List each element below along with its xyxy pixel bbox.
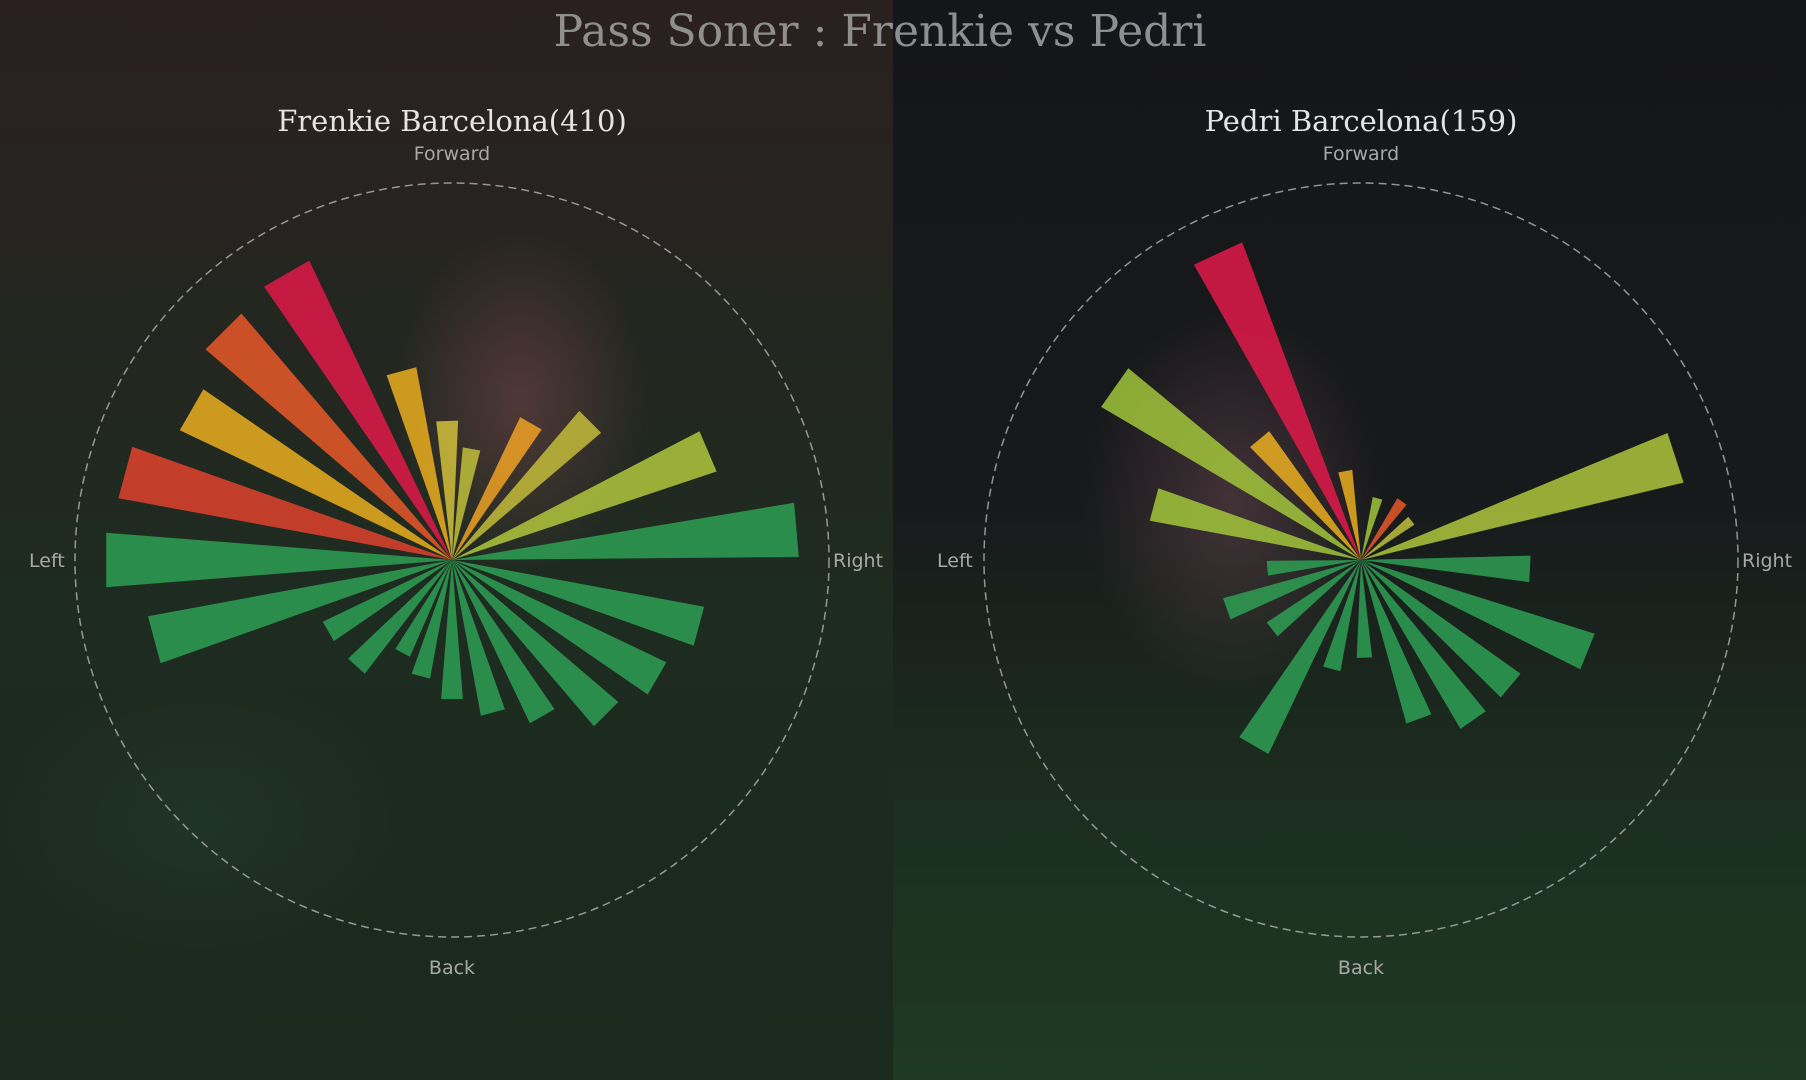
sonar-sector [1361,497,1383,560]
sonar-sector [1323,560,1361,672]
label-right: Right [1742,550,1792,572]
player-photo-right [893,0,1806,1080]
sonar-sector [411,560,452,679]
sonar-sector [452,560,619,727]
sonar-sector [436,420,459,560]
sonar-sector [441,560,463,700]
sonar-sector [452,431,717,560]
label-forward: Forward [414,143,490,165]
sonar-panel-frenkie: Frenkie Barcelona(410) Forward Back Left… [29,104,883,979]
label-forward: Forward [1323,143,1399,165]
label-left: Left [937,550,973,572]
sonar-panel-pedri: Pedri Barcelona(159) Forward Back Left R… [937,104,1792,979]
sonar-sector [1101,368,1361,560]
sonar-sector [452,417,542,560]
label-right: Right [833,550,883,572]
sonar-sector [452,560,505,716]
sonar-sector [1361,560,1595,670]
sonar-sector [452,502,799,560]
sonar-sector [1149,488,1361,560]
sonar-sectors [1101,242,1684,754]
sonar-sector [452,410,602,560]
sonar-sector [452,560,667,695]
label-back: Back [1338,957,1384,979]
chart-title: Pass Soner : Frenkie vs Pedri [554,6,1207,57]
sonar-sector [1266,560,1361,637]
sonar-sector [1361,498,1407,560]
sonar-sector [452,560,705,646]
sonar-sector [1250,431,1361,560]
sonar-sector [452,447,481,560]
sonar-sector [1338,469,1361,560]
sonar-sector [386,367,452,560]
sonar-sector [1361,433,1684,560]
sonar-sector [264,260,452,560]
sonar-sector [1361,560,1432,724]
sonar-sector [1223,560,1361,620]
sonar-sector [106,532,452,588]
label-left: Left [29,550,65,572]
label-back: Back [429,957,475,979]
sonar-sectors [106,260,799,727]
sonar-outer-ring [983,182,1739,938]
sonar-subtitle: Frenkie Barcelona(410) [277,104,627,138]
sonar-sector [1361,560,1486,729]
sonar-subtitle: Pedri Barcelona(159) [1205,104,1518,138]
sonar-sector [1361,560,1521,698]
sonar-sector [1239,560,1361,754]
sonar-sector [322,560,452,642]
sonar-sector [1361,516,1415,560]
sonar-sector [205,313,452,560]
sonar-sector [452,560,555,724]
sonar-sector [148,560,452,664]
sonar-sector [1356,560,1373,658]
sonar-sector [1361,555,1531,583]
sonar-sector [118,446,453,560]
sonar-sector [1266,560,1361,576]
sonar-sector [348,560,452,674]
sonar-sector [179,389,453,560]
sonar-outer-ring [74,182,830,938]
sonar-sector [395,560,452,657]
sonar-sector [1193,242,1361,560]
